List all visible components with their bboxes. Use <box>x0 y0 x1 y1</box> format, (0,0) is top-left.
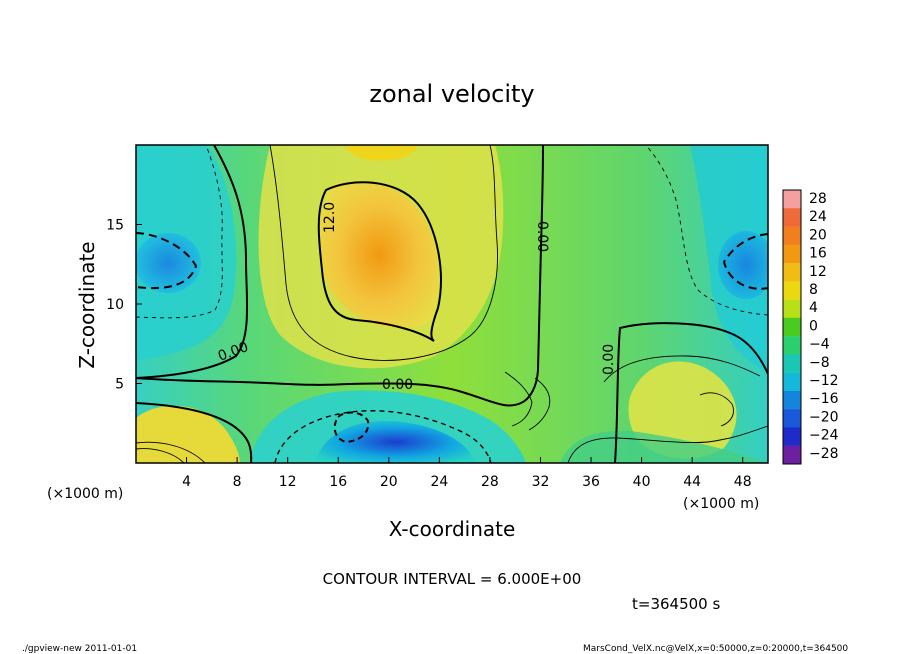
thin-contour-a <box>269 145 498 361</box>
colorbar-segment <box>783 190 801 209</box>
left-jet-core <box>136 233 201 293</box>
x-unit-right: (×1000 m) <box>683 496 759 512</box>
top-yellow-band <box>345 145 418 161</box>
contour-dashed-bottom-main <box>274 410 492 463</box>
footer-left-info: ./gpview-new 2011-01-01 <box>22 644 137 654</box>
contour-label-zero-top: 0.00 <box>534 221 550 252</box>
thin-contour-c <box>645 145 768 316</box>
thin-contour-f <box>136 441 206 463</box>
bottom-right-green <box>560 430 768 463</box>
contour-dashed-right <box>722 233 768 290</box>
x-axis-label: X-coordinate <box>389 517 516 541</box>
thin-contour-d <box>603 355 761 383</box>
colorbar-label: 28 <box>809 191 827 207</box>
chart-title: zonal velocity <box>369 80 534 108</box>
right-yellow-lobe <box>628 361 737 459</box>
contour-12 <box>317 181 442 342</box>
contour-zero-right <box>614 322 768 463</box>
colorbar-label: −24 <box>809 428 839 444</box>
colorbar: 28 24 20 16 12 8 4 0 −4 −8 −12 −16 −20 −24 −28 <box>782 189 839 465</box>
warm-core-region <box>319 180 439 329</box>
colorbar-segment <box>783 445 801 465</box>
thin-contour-i <box>528 377 551 431</box>
contour-dashed-bottom <box>333 411 370 444</box>
colorbar-label: 24 <box>809 209 827 225</box>
colorbar-segments <box>783 190 801 465</box>
thin-contour-g <box>136 448 185 463</box>
colorbar-segment <box>783 244 801 264</box>
thin-contour-j <box>699 392 734 427</box>
colorbar-label: 16 <box>809 246 827 262</box>
plot-area <box>136 145 768 463</box>
x-tick-label: 16 <box>329 474 347 490</box>
colorbar-frame <box>782 189 802 465</box>
colorbar-segment <box>783 299 801 319</box>
contour-dashed-left <box>136 232 198 290</box>
colorbar-segment <box>783 390 801 410</box>
x-tick-label: 28 <box>481 474 499 490</box>
colorbar-label: 12 <box>809 264 827 280</box>
x-tick-label: 24 <box>430 474 448 490</box>
y-axis-label: Z-coordinate <box>75 241 99 368</box>
thin-contour-b <box>136 145 223 319</box>
x-tick-label: 32 <box>532 474 550 490</box>
x-tick-label: 36 <box>582 474 600 490</box>
time-stamp: t=364500 s <box>632 595 720 613</box>
y-axis-ticks: 5 10 15 <box>106 218 142 393</box>
colorbar-segment <box>783 427 801 446</box>
thin-contour-e <box>567 425 768 463</box>
x-axis-ticks: 4 8 12 16 20 24 28 32 36 40 44 48 <box>182 457 752 490</box>
colorbar-segment <box>783 336 801 355</box>
colorbar-segment <box>783 317 801 337</box>
x-tick-label: 20 <box>380 474 398 490</box>
x-tick-label: 8 <box>233 474 242 490</box>
colorbar-labels: 28 24 20 16 12 8 4 0 −4 −8 −12 −16 −20 −24 −28 <box>809 191 839 462</box>
contour-zero-middle <box>136 145 544 407</box>
colorbar-label: 8 <box>809 282 818 298</box>
colorbar-segment <box>783 208 801 227</box>
colorbar-segment <box>783 409 801 428</box>
bottom-blue-core <box>315 420 476 463</box>
colorbar-label: 0 <box>809 318 818 334</box>
x-tick-label: 40 <box>633 474 651 490</box>
colorbar-segment <box>783 372 801 392</box>
colorbar-label: 4 <box>809 300 818 316</box>
bottom-left-yellow <box>136 405 240 463</box>
contour-label-zero-middle: 0.00 <box>382 377 413 393</box>
right-jet-core <box>718 231 768 299</box>
contour-label-zero-right: 0.00 <box>601 344 617 375</box>
y-tick-label: 5 <box>115 377 124 393</box>
footer-right-info: MarsCond_VelX.nc@VelX,x=0:50000,z=0:2000… <box>583 644 848 654</box>
contour-zero-lower-left <box>136 402 253 463</box>
colorbar-label: −28 <box>809 446 839 462</box>
colorbar-label: −8 <box>809 355 830 371</box>
colorbar-label: −4 <box>809 337 830 353</box>
thin-contour-h <box>504 371 533 427</box>
colorbar-label: 20 <box>809 227 827 243</box>
x-tick-label: 12 <box>279 474 297 490</box>
y-tick-label: 15 <box>106 218 124 234</box>
x-tick-label: 4 <box>182 474 191 490</box>
contour-zero-left <box>136 145 249 379</box>
x-unit-left: (×1000 m) <box>47 486 123 502</box>
x-tick-label: 44 <box>683 474 701 490</box>
colorbar-segment <box>783 226 801 245</box>
x-tick-label: 48 <box>734 474 752 490</box>
colorbar-label: −12 <box>809 373 839 389</box>
contour-interval-text: CONTOUR INTERVAL = 6.000E+00 <box>323 570 582 588</box>
y-tick-label: 10 <box>106 297 124 313</box>
colorbar-segment <box>783 281 801 300</box>
colorbar-label: −20 <box>809 409 839 425</box>
colorbar-segment <box>783 354 801 373</box>
colorbar-segment <box>783 263 801 282</box>
colorbar-label: −16 <box>809 391 839 407</box>
contour-label-12: 12.0 <box>322 202 338 233</box>
